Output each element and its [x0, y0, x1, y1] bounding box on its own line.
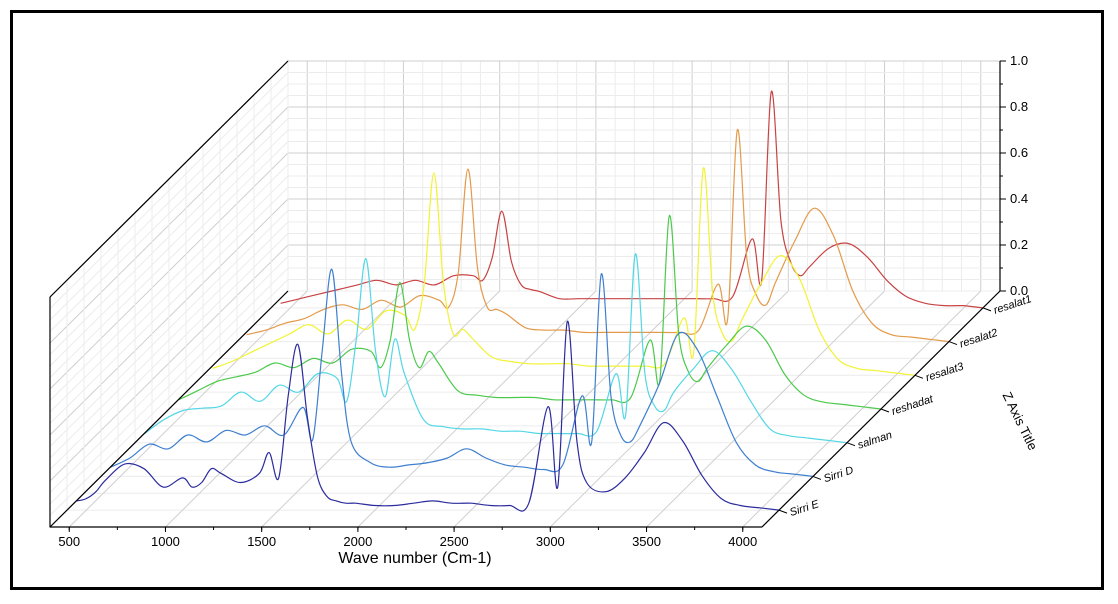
z-tick-mark: [812, 475, 822, 480]
z-tick-mark: [880, 408, 890, 413]
y-tick-label: 0.8: [1010, 99, 1028, 114]
y-tick-label: 0.0: [1010, 283, 1028, 298]
series-line-salman: [144, 253, 848, 444]
waterfall-chart: 500 1000 1500 2000 2500 3000 3500 4000 0.0 0.2 0.4…: [48, 53, 1041, 567]
z-tick-mark: [778, 509, 788, 514]
x-tick-label: 1000: [151, 534, 180, 549]
floor-gridline: [261, 290, 501, 528]
z-tick-mark: [982, 307, 992, 312]
series-line-resalat2: [246, 129, 950, 343]
floor-gridline: [646, 290, 885, 528]
series-line-reshadat: [178, 215, 882, 410]
z-axis-title: Z Axis Title: [1000, 389, 1041, 452]
x-tick-label: 2500: [440, 534, 469, 549]
y-tick-label: 0.6: [1010, 145, 1028, 160]
z-tick-mark: [846, 442, 856, 447]
y-tick-label: 1.0: [1010, 53, 1028, 68]
series-line-sirri-d: [110, 268, 814, 477]
z-tick-label: resalat3: [924, 360, 966, 384]
z-tick-label: Sirri E: [788, 498, 821, 519]
y-tick-label: 0.2: [1010, 237, 1028, 252]
z-tick-label: reshadat: [890, 393, 935, 418]
floor-gridline: [165, 290, 404, 528]
series-line-resalat3: [212, 167, 916, 376]
z-tick-mark: [914, 374, 924, 379]
z-tick-mark: [948, 341, 958, 346]
series-line-sirri-e: [76, 320, 780, 512]
chart-frame: 500 1000 1500 2000 2500 3000 3500 4000 0.0 0.2 0.4…: [10, 10, 1104, 590]
x-tick-label: 2000: [343, 534, 372, 549]
floor-gridline: [453, 290, 693, 528]
z-tick-label: salman: [856, 429, 893, 451]
x-tick-label: 1500: [247, 534, 276, 549]
side-top-edge: [49, 60, 289, 298]
x-axis-title: Wave number (Cm-1): [338, 550, 491, 567]
side-floor-edge: [49, 290, 289, 528]
z-tick-label: Sirri D: [822, 464, 855, 485]
x-tick-label: 4000: [728, 534, 757, 549]
chart-series: [76, 90, 984, 512]
x-tick-label: 500: [58, 534, 80, 549]
x-tick-label: 3000: [536, 534, 565, 549]
z-tick-label: resalat2: [958, 327, 999, 351]
y-tick-label: 0.4: [1010, 191, 1028, 206]
x-tick-label: 3500: [632, 534, 661, 549]
floor-gridline: [742, 290, 982, 528]
